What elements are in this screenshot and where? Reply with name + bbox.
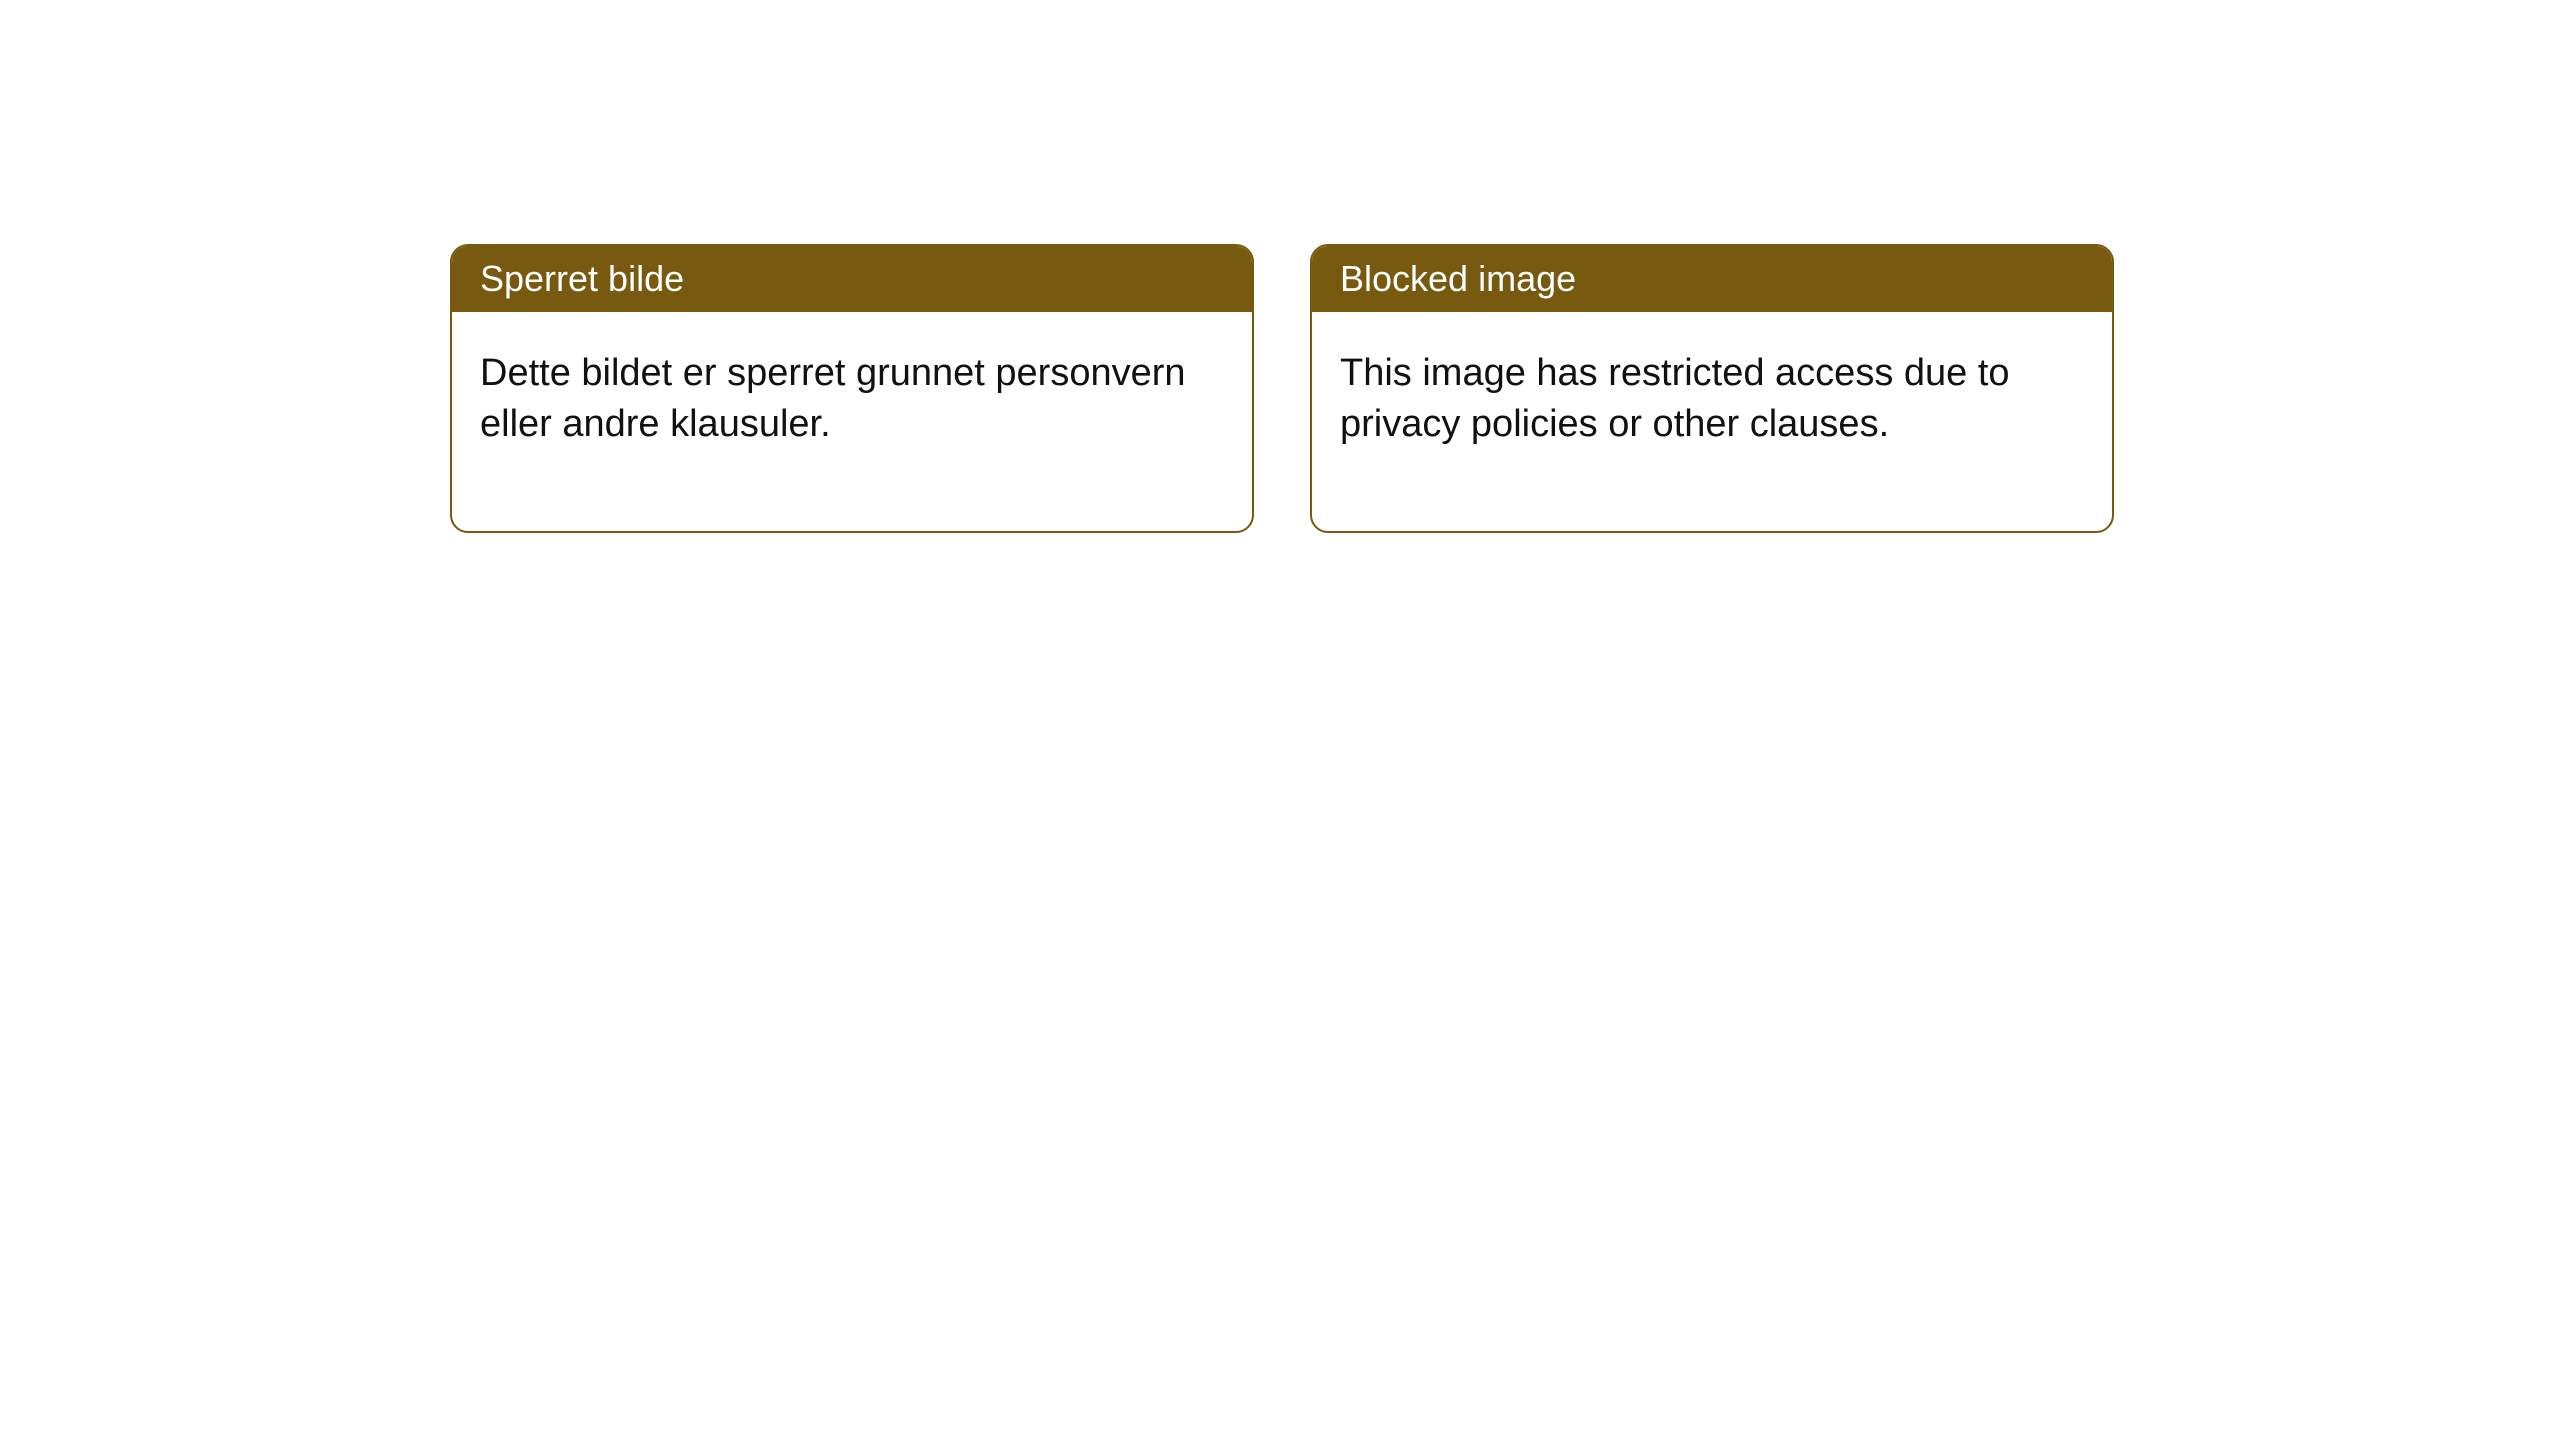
notice-card-title: Sperret bilde — [452, 246, 1252, 312]
notice-card-title: Blocked image — [1312, 246, 2112, 312]
notice-card-body: Dette bildet er sperret grunnet personve… — [452, 312, 1252, 531]
notice-card-body: This image has restricted access due to … — [1312, 312, 2112, 531]
notice-card-row: Sperret bilde Dette bildet er sperret gr… — [450, 244, 2114, 533]
notice-card-no: Sperret bilde Dette bildet er sperret gr… — [450, 244, 1254, 533]
notice-card-en: Blocked image This image has restricted … — [1310, 244, 2114, 533]
